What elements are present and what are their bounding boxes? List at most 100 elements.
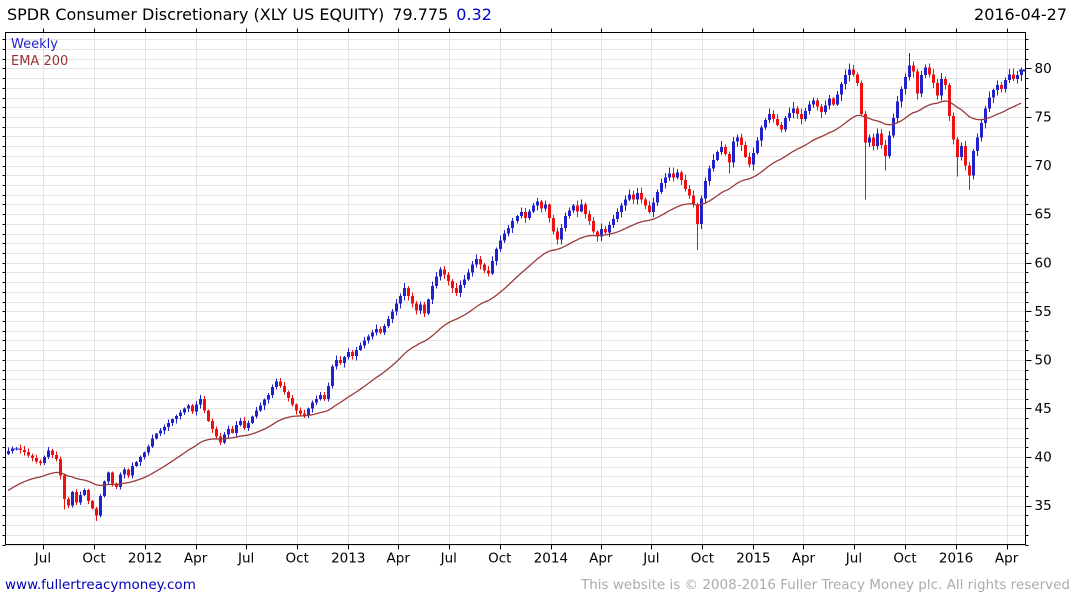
candle-body xyxy=(880,133,883,146)
candle-body xyxy=(584,204,587,215)
y-axis-label: 55 xyxy=(1035,304,1052,320)
candle-body xyxy=(327,386,330,399)
candle-body xyxy=(279,381,282,387)
plot-border xyxy=(5,32,1026,545)
candle-body xyxy=(840,83,843,95)
candle-body xyxy=(964,146,967,166)
website-link[interactable]: www.fullertreacymoney.com xyxy=(5,577,196,593)
candle-body xyxy=(648,205,651,213)
candle-body xyxy=(1012,74,1015,80)
candle-body xyxy=(39,461,42,463)
candle-body xyxy=(604,228,607,233)
y-axis-label: 50 xyxy=(1035,352,1052,368)
candle-body xyxy=(59,459,62,476)
doji-tick xyxy=(14,448,19,450)
candle-body xyxy=(451,281,454,289)
candle-body xyxy=(31,455,34,459)
candle-body xyxy=(371,332,374,337)
candle-body xyxy=(243,421,246,428)
chart-title: SPDR Consumer Discretionary (XLY US EQUI… xyxy=(7,5,385,24)
candle-body xyxy=(876,133,879,147)
candle-body xyxy=(135,462,138,466)
candle-body xyxy=(988,97,991,109)
candle-body xyxy=(287,391,290,398)
candle-body xyxy=(435,276,438,287)
candle-body xyxy=(664,177,667,184)
candle-body xyxy=(844,75,847,84)
candle-body xyxy=(572,205,575,211)
candle-body xyxy=(175,415,178,420)
candle-body xyxy=(387,319,390,326)
candle-body xyxy=(1016,75,1019,80)
x-axis-label: Jul xyxy=(642,551,659,567)
footer-spacer xyxy=(196,577,581,593)
candle-body xyxy=(323,394,326,399)
candle-body xyxy=(347,352,350,357)
candle-body xyxy=(239,421,242,426)
x-axis-label: 2013 xyxy=(331,551,365,567)
candle-body xyxy=(740,137,743,146)
candles xyxy=(7,52,1026,522)
candle-body xyxy=(203,398,206,411)
candle-body xyxy=(119,474,122,488)
candle-body xyxy=(403,288,406,296)
copyright-text: This website is © 2008-2016 Fuller Treac… xyxy=(581,577,1070,593)
candle-body xyxy=(271,387,274,395)
candle-body xyxy=(708,168,711,182)
y-axis-label: 80 xyxy=(1035,61,1052,77)
candle-body xyxy=(820,106,823,113)
candle-body xyxy=(932,74,935,84)
candle-body xyxy=(495,249,498,261)
candle-body xyxy=(299,410,302,414)
candle-body xyxy=(487,270,490,274)
candle-body xyxy=(359,345,362,351)
candle-body xyxy=(868,137,871,143)
candle-body xyxy=(139,457,142,463)
candle-body xyxy=(656,191,659,203)
candle-body xyxy=(51,450,54,456)
x-axis-label: Apr xyxy=(387,551,411,567)
candle-body xyxy=(355,350,358,357)
candle-body xyxy=(151,438,154,447)
title-bar: SPDR Consumer Discretionary (XLY US EQUI… xyxy=(7,5,1067,24)
candle-body xyxy=(499,240,502,250)
x-axis-label: Apr xyxy=(995,551,1019,567)
candle-body xyxy=(339,359,342,363)
candle-body xyxy=(303,413,306,416)
x-axis-label: Oct xyxy=(286,551,309,567)
candle-body xyxy=(956,139,959,157)
candle-body xyxy=(179,412,182,416)
candle-body xyxy=(896,101,899,118)
candle-body xyxy=(199,398,202,405)
candle-body xyxy=(267,394,270,400)
candle-body xyxy=(79,494,82,503)
candle-body xyxy=(792,108,795,114)
candle-body xyxy=(75,492,78,503)
candle-body xyxy=(91,500,94,509)
candle-body xyxy=(123,469,126,475)
candle-body xyxy=(872,137,875,147)
candle-body xyxy=(171,419,174,423)
candle-body xyxy=(467,272,470,280)
candle-body xyxy=(375,328,378,333)
candle-body xyxy=(183,408,186,413)
candle-body xyxy=(884,145,887,156)
candle-body xyxy=(1000,84,1003,89)
candle-body xyxy=(195,404,198,412)
candle-body xyxy=(247,423,250,428)
candle-body xyxy=(143,452,146,458)
latest-price-marker xyxy=(1019,69,1026,72)
candle-body xyxy=(928,67,931,75)
candle-body xyxy=(600,228,603,237)
candle-body xyxy=(443,269,446,275)
x-axis-label: Oct xyxy=(893,551,916,567)
candle-body xyxy=(712,159,715,169)
candle-body xyxy=(700,198,703,224)
candle-body xyxy=(716,151,719,160)
candle-body xyxy=(780,124,783,130)
candle-body xyxy=(624,199,627,206)
candle-body xyxy=(596,231,599,237)
candle-body xyxy=(680,172,683,181)
candle-body xyxy=(620,205,623,213)
candle-body xyxy=(704,181,707,199)
